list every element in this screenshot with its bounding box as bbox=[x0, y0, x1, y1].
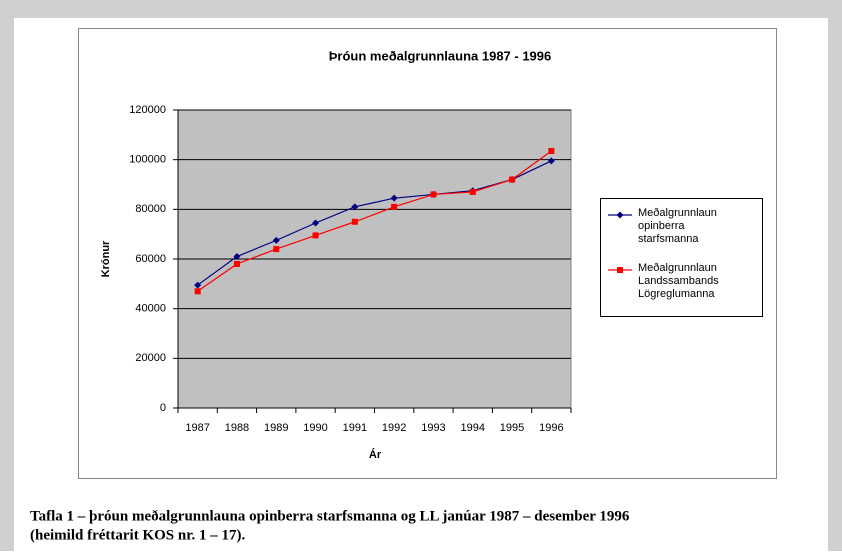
x-tick-label: 1994 bbox=[461, 422, 485, 434]
y-tick-label: 100000 bbox=[129, 154, 166, 166]
marker bbox=[273, 246, 280, 253]
y-axis-label: Krónur bbox=[100, 240, 112, 277]
y-tick-label: 40000 bbox=[135, 303, 166, 315]
x-tick-label: 1996 bbox=[539, 422, 563, 434]
legend-label: Meðalgrunnlaun Landssambands Lögregluman… bbox=[638, 262, 719, 300]
legend-entry: Meðalgrunnlaun Landssambands Lögregluman… bbox=[638, 262, 719, 300]
marker bbox=[509, 176, 516, 183]
series-line bbox=[197, 150, 552, 292]
marker bbox=[617, 267, 623, 273]
x-tick-label: 1993 bbox=[421, 422, 445, 434]
x-axis-label: Ár bbox=[369, 448, 382, 461]
marker bbox=[194, 288, 201, 295]
caption: (heimild fréttarit KOS nr. 1 – 17). bbox=[30, 527, 246, 543]
marker bbox=[194, 281, 202, 289]
marker bbox=[430, 191, 437, 198]
marker bbox=[548, 147, 555, 154]
marker bbox=[312, 232, 319, 239]
x-tick-label: 1995 bbox=[500, 422, 524, 434]
marker bbox=[391, 203, 398, 210]
caption: Tafla 1 – þróun meðalgrunnlauna opinberr… bbox=[30, 508, 630, 524]
marker bbox=[351, 203, 359, 211]
x-tick-label: 1989 bbox=[264, 422, 288, 434]
x-tick-label: 1991 bbox=[343, 422, 367, 434]
x-tick-label: 1987 bbox=[185, 422, 209, 434]
marker bbox=[616, 211, 624, 219]
y-tick-label: 20000 bbox=[135, 352, 166, 364]
marker bbox=[233, 253, 241, 261]
x-tick-label: 1990 bbox=[303, 422, 327, 434]
y-tick-label: 80000 bbox=[135, 203, 166, 215]
legend bbox=[600, 198, 763, 317]
y-tick-label: 120000 bbox=[129, 104, 166, 116]
marker bbox=[351, 218, 358, 225]
chart-title: Þróun meðalgrunnlauna 1987 - 1996 bbox=[329, 48, 552, 63]
marker bbox=[390, 194, 398, 202]
marker bbox=[272, 236, 280, 244]
y-tick-label: 60000 bbox=[135, 253, 166, 265]
marker bbox=[547, 157, 555, 165]
marker bbox=[312, 219, 320, 227]
x-tick-label: 1988 bbox=[225, 422, 249, 434]
legend-entry: Meðalgrunnlaun opinberra starfsmanna bbox=[638, 207, 717, 245]
marker bbox=[469, 188, 476, 195]
y-tick-label: 0 bbox=[160, 402, 166, 414]
x-tick-label: 1992 bbox=[382, 422, 406, 434]
legend-label: Meðalgrunnlaun opinberra starfsmanna bbox=[638, 207, 717, 245]
marker bbox=[233, 260, 240, 267]
